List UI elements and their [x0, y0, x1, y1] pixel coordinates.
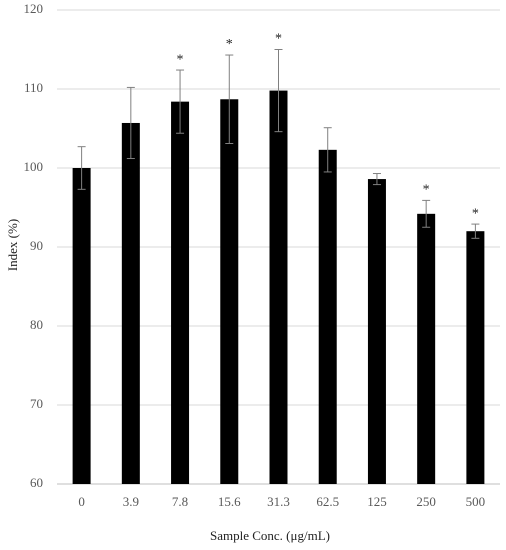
y-tick-label: 80 [30, 317, 43, 332]
significance-mark: * [423, 183, 430, 198]
error-bar [274, 49, 283, 133]
error-bar [323, 127, 332, 173]
error-bar [126, 86, 135, 160]
x-axis-title: Sample Conc. (μg/mL) [210, 528, 330, 543]
bar [466, 231, 485, 484]
bar [367, 179, 386, 484]
significance-mark: * [177, 52, 184, 67]
x-tick-label: 125 [367, 494, 387, 509]
significance-mark: * [472, 206, 479, 221]
error-bar [176, 69, 185, 134]
x-tick-label: 7.8 [172, 494, 188, 509]
significance-mark: * [226, 37, 233, 52]
y-tick-label: 100 [24, 159, 44, 174]
error-bar [471, 223, 480, 239]
y-tick-label: 60 [30, 475, 43, 490]
error-bar [77, 146, 86, 190]
x-tick-label: 62.5 [316, 494, 339, 509]
x-tick-label: 250 [416, 494, 436, 509]
bar [220, 99, 239, 485]
x-tick-label: 500 [466, 494, 486, 509]
error-bar [372, 173, 381, 186]
bar [269, 90, 288, 484]
y-axis-title: Index (%) [5, 219, 20, 271]
x-tick-label: 15.6 [218, 494, 241, 509]
x-tick-label: 0 [78, 494, 85, 509]
bar [417, 213, 436, 484]
y-tick-label: 120 [24, 1, 44, 16]
bar [318, 149, 337, 484]
bar [121, 122, 140, 484]
x-tick-label: 3.9 [123, 494, 139, 509]
bar [171, 101, 190, 484]
x-tick-label: 31.3 [267, 494, 290, 509]
y-tick-label: 110 [24, 80, 43, 95]
y-tick-label: 90 [30, 238, 43, 253]
significance-mark: * [275, 32, 282, 47]
error-bar [225, 54, 234, 145]
bar [72, 168, 91, 484]
y-tick-label: 70 [30, 396, 43, 411]
error-bar [422, 199, 431, 228]
